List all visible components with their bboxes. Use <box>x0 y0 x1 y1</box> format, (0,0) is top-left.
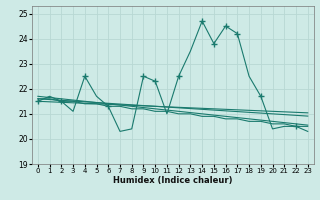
X-axis label: Humidex (Indice chaleur): Humidex (Indice chaleur) <box>113 176 233 185</box>
